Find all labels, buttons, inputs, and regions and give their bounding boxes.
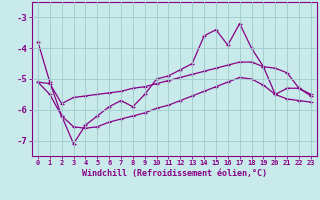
X-axis label: Windchill (Refroidissement éolien,°C): Windchill (Refroidissement éolien,°C) <box>82 169 267 178</box>
